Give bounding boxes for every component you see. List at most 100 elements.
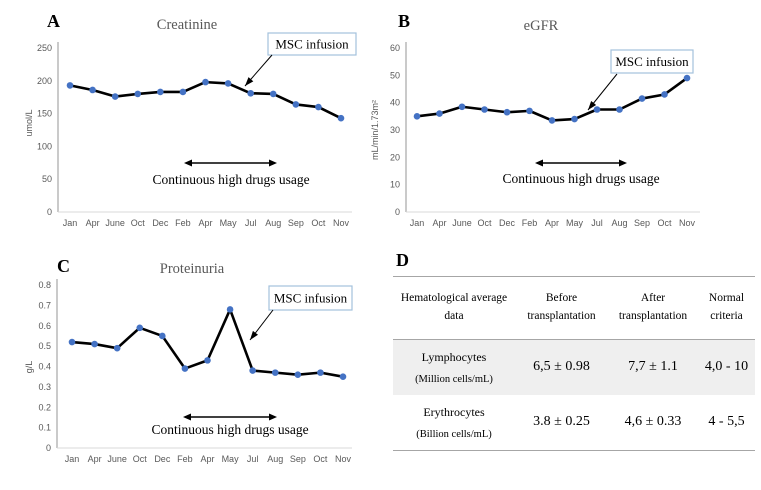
msc-arrowhead [245, 77, 254, 86]
col-header-hematological: Hematological average data [393, 276, 515, 340]
data-point [593, 106, 601, 113]
arrowhead-right [269, 413, 277, 421]
table-row-erythrocytes: Erythrocytes (Billion cells/mL) 3.8 ± 0.… [393, 395, 755, 451]
data-point [113, 344, 121, 352]
value-normal: 4,0 - 10 [704, 359, 749, 375]
x-tick-label: Apr [198, 218, 212, 228]
x-tick-label: Apr [545, 218, 559, 228]
x-tick-label: Jan [63, 218, 78, 228]
chart-title: eGFR [524, 18, 559, 34]
chart-title: Proteinuria [160, 261, 225, 277]
y-tick-label: 100 [37, 141, 52, 151]
data-point [269, 90, 277, 98]
y-axis-label: umol/L [24, 109, 34, 136]
panel-label: A [47, 11, 60, 31]
row-name: Erythrocytes [423, 404, 485, 419]
x-tick-label: Oct [477, 218, 492, 228]
chart-creatinine: 0 50 100 150 200 250 Jan Apr June Oct Dec Feb Apr May… [24, 11, 357, 228]
drugs-usage-label: Continuous high drugs usage [151, 422, 308, 437]
y-tick-label: 0.1 [38, 423, 51, 433]
x-tick-label: Jan [65, 454, 80, 464]
table-header-row: Hematological average data Before transp… [393, 276, 755, 340]
x-tick-label: Sep [634, 218, 650, 228]
y-tick-label: 40 [390, 98, 400, 108]
y-tick-label: 30 [390, 125, 400, 135]
data-point [224, 80, 232, 87]
data-point [134, 90, 142, 98]
msc-infusion-label: MSC infusion [274, 291, 348, 306]
col-header-before: Before transplantation [515, 276, 608, 340]
value-after: 7,7 ± 1.1 [628, 359, 678, 375]
x-tick-label: June [107, 454, 127, 464]
data-point [226, 306, 234, 313]
y-tick-label: 150 [37, 109, 52, 119]
y-tick-label: 200 [37, 76, 52, 86]
data-point [661, 91, 668, 98]
data-point [315, 103, 322, 111]
y-axis-label: mL/min/1.73m² [370, 100, 380, 160]
data-point [68, 338, 76, 346]
data-point [157, 88, 164, 96]
y-tick-label: 0.2 [38, 402, 51, 412]
x-tick-label: Nov [335, 454, 352, 464]
x-tick-label: Feb [177, 454, 193, 464]
data-point [271, 369, 279, 376]
data-point [683, 74, 691, 82]
data-point [571, 115, 578, 123]
col-header-normal: Normal criteria [698, 276, 755, 340]
y-tick-label: 0.7 [38, 300, 51, 310]
arrowhead-left [535, 159, 543, 167]
y-tick-label: 50 [390, 70, 400, 80]
x-tick-label: Feb [175, 218, 191, 228]
x-tick-label: June [452, 218, 472, 228]
x-tick-label: Jul [247, 454, 259, 464]
x-tick-label: Oct [311, 218, 326, 228]
col-header-after: After transplantation [608, 276, 698, 340]
y-tick-label: 10 [390, 180, 400, 190]
data-point [481, 106, 488, 113]
row-unit: (Million cells/mL) [415, 373, 493, 385]
msc-infusion-box [268, 285, 353, 311]
panel-hematology: D Hematological average data Before tran… [393, 250, 755, 451]
x-tick-label: May [566, 218, 584, 228]
data-point [204, 357, 211, 364]
x-tick-label: Nov [333, 218, 350, 228]
drugs-usage-label: Continuous high drugs usage [152, 172, 309, 187]
data-point [202, 78, 209, 86]
data-point [66, 82, 74, 89]
table-row-lymphocytes: Lymphocytes (Million cells/mL) 6,5 ± 0.9… [393, 339, 755, 395]
arrowhead-right [619, 159, 627, 167]
value-before: 6,5 ± 0.98 [533, 359, 590, 375]
x-tick-label: Sep [290, 454, 306, 464]
arrowhead-left [184, 159, 192, 167]
x-tick-label: Jan [410, 218, 425, 228]
chart-title: Creatinine [157, 17, 217, 33]
data-point [339, 373, 347, 380]
x-tick-label: Dec [152, 218, 169, 228]
chart-egfr: 0 10 20 30 40 50 60 Jan Apr June Oct Dec Feb Apr May Ju… [370, 11, 700, 228]
data-point [89, 86, 96, 94]
y-tick-label: 60 [390, 43, 400, 53]
x-tick-label: Apr [432, 218, 446, 228]
panel-label: C [57, 256, 70, 276]
y-tick-label: 0.3 [38, 382, 51, 392]
x-tick-label: Oct [657, 218, 672, 228]
drugs-usage-label: Continuous high drugs usage [502, 171, 659, 186]
msc-infusion-box [267, 32, 357, 56]
x-tick-label: Sep [288, 218, 304, 228]
data-point [548, 117, 556, 124]
data-point [413, 113, 421, 120]
x-tick-label: Apr [200, 454, 214, 464]
msc-arrowhead [588, 100, 597, 110]
y-tick-label: 0.6 [38, 321, 51, 331]
y-tick-label: 0.5 [38, 341, 51, 351]
y-tick-label: 0.8 [38, 280, 51, 290]
data-point [638, 95, 646, 102]
value-after: 4,6 ± 0.33 [624, 414, 682, 430]
data-point [526, 107, 533, 115]
x-tick-label: Oct [131, 218, 146, 228]
panel-label-d: D [396, 250, 409, 270]
series-line [416, 77, 688, 122]
msc-infusion-label: MSC infusion [275, 37, 349, 52]
